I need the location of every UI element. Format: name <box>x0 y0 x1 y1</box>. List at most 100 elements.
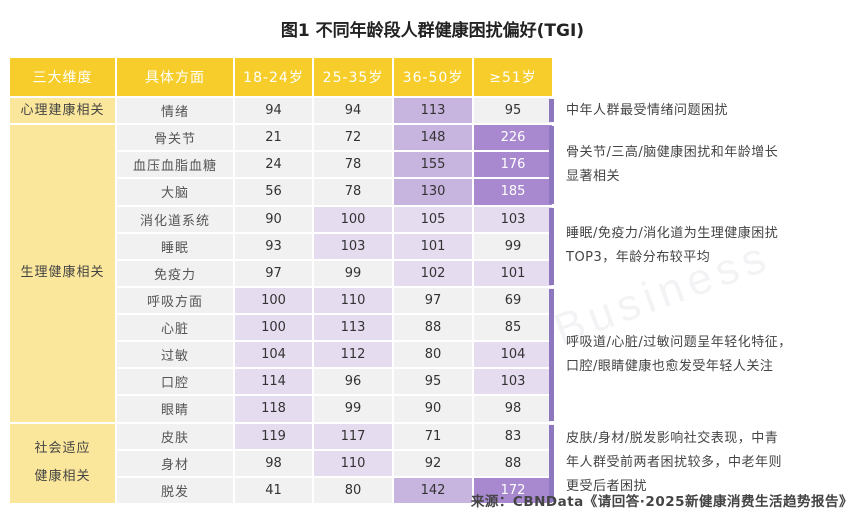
tgi-value-cell: 99 <box>474 233 552 259</box>
tgi-value-cell: 148 <box>394 125 472 151</box>
item-cell: 呼吸方面 <box>117 287 233 313</box>
tgi-value-cell: 99 <box>314 260 392 286</box>
tgi-value-cell: 105 <box>394 206 472 232</box>
tgi-value-cell: 97 <box>235 260 312 286</box>
tgi-value-cell: 117 <box>314 423 392 449</box>
tgi-value-cell: 103 <box>474 369 552 395</box>
tgi-value-cell: 112 <box>314 342 392 368</box>
tgi-value-cell: 85 <box>474 315 552 341</box>
tgi-value-cell: 24 <box>235 152 312 178</box>
tgi-value-cell: 100 <box>235 287 312 313</box>
tgi-value-cell: 110 <box>314 450 392 476</box>
tgi-value-cell: 56 <box>235 179 312 205</box>
tgi-value-cell: 80 <box>314 477 392 503</box>
tgi-value-cell: 114 <box>235 369 312 395</box>
tgi-value-cell: 94 <box>314 98 392 124</box>
header-cell: 36-50岁 <box>394 58 472 96</box>
item-cell: 血压血脂血糖 <box>117 152 233 178</box>
annotation-line: 呼吸道/心脏/过敏问题呈年轻化特征， <box>566 334 792 350</box>
tgi-value-cell: 41 <box>235 477 312 503</box>
item-cell: 情绪 <box>117 98 233 124</box>
tgi-value-cell: 100 <box>235 315 312 341</box>
tgi-value-cell: 71 <box>394 423 472 449</box>
item-cell: 骨关节 <box>117 125 233 151</box>
category-cell: 社会适应 健康相关 <box>10 423 115 503</box>
tgi-value-cell: 88 <box>394 315 472 341</box>
item-cell: 睡眠 <box>117 233 233 259</box>
tgi-value-cell: 103 <box>314 233 392 259</box>
tgi-value-cell: 90 <box>394 396 472 422</box>
tgi-value-cell: 101 <box>474 260 552 286</box>
chart-title: 图1 不同年龄段人群健康困扰偏好(TGI) <box>280 21 585 41</box>
annotation-line: TOP3，年龄分布较平均 <box>566 250 711 266</box>
header-cell: 三大维度 <box>10 58 115 96</box>
annotation-line: 骨关节/三高/脑健康困扰和年龄增长 <box>566 144 779 160</box>
tgi-value-cell: 104 <box>474 342 552 368</box>
tgi-value-cell: 69 <box>474 287 552 313</box>
annotation-text: 中年人群最受情绪问题困扰 <box>566 99 826 123</box>
tgi-value-cell: 92 <box>394 450 472 476</box>
item-cell: 免疫力 <box>117 260 233 286</box>
item-cell: 脱发 <box>117 477 233 503</box>
tgi-value-cell: 72 <box>314 125 392 151</box>
header-cell: 25-35岁 <box>314 58 392 96</box>
tgi-value-cell: 113 <box>394 98 472 124</box>
tgi-value-cell: 226 <box>474 125 552 151</box>
category-label-line: 社会适应 <box>34 441 91 457</box>
tgi-value-cell: 95 <box>474 98 552 124</box>
tgi-value-cell: 21 <box>235 125 312 151</box>
item-cell: 皮肤 <box>117 423 233 449</box>
annotation-line: 睡眠/免疫力/消化道为生理健康困扰 <box>566 226 779 242</box>
tgi-value-cell: 142 <box>394 477 472 503</box>
tgi-value-cell: 155 <box>394 152 472 178</box>
tgi-value-cell: 102 <box>394 260 472 286</box>
annotation-text: 骨关节/三高/脑健康困扰和年龄增长 显著相关 <box>566 141 826 189</box>
tgi-value-cell: 110 <box>314 287 392 313</box>
tgi-value-cell: 96 <box>314 369 392 395</box>
annotation-line: 中年人群最受情绪问题困扰 <box>566 102 729 118</box>
item-cell: 消化道系统 <box>117 206 233 232</box>
annotation-line: 年人群受前两者困扰较多，中老年则 <box>566 455 783 471</box>
tgi-value-cell: 78 <box>314 179 392 205</box>
tgi-value-cell: 185 <box>474 179 552 205</box>
tgi-value-cell: 118 <box>235 396 312 422</box>
tgi-value-cell: 176 <box>474 152 552 178</box>
header-cell: 具体方面 <box>117 58 233 96</box>
tgi-value-cell: 95 <box>394 369 472 395</box>
tgi-value-cell: 83 <box>474 423 552 449</box>
tgi-value-cell: 99 <box>314 396 392 422</box>
tgi-value-cell: 119 <box>235 423 312 449</box>
tgi-value-cell: 88 <box>474 450 552 476</box>
annotation-text: 睡眠/免疫力/消化道为生理健康困扰 TOP3，年龄分布较平均 <box>566 222 826 270</box>
source-note: 来源：CBNData《请回答·2025新健康消费生活趋势报告》 <box>470 494 853 510</box>
item-cell: 口腔 <box>117 369 233 395</box>
tgi-value-cell: 80 <box>394 342 472 368</box>
tgi-value-cell: 113 <box>314 315 392 341</box>
annotation-line: 口腔/眼睛健康也愈发受年轻人关注 <box>566 358 774 374</box>
item-cell: 过敏 <box>117 342 233 368</box>
tgi-value-cell: 101 <box>394 233 472 259</box>
annotation-line: 皮肤/身材/脱发影响社交表现，中青 <box>566 431 779 447</box>
tgi-value-cell: 98 <box>235 450 312 476</box>
category-cell: 生理健康相关 <box>10 125 115 422</box>
annotation-line: 显著相关 <box>566 168 621 184</box>
item-cell: 身材 <box>117 450 233 476</box>
tgi-value-cell: 93 <box>235 233 312 259</box>
tgi-value-cell: 90 <box>235 206 312 232</box>
item-cell: 心脏 <box>117 315 233 341</box>
tgi-value-cell: 78 <box>314 152 392 178</box>
tgi-value-cell: 100 <box>314 206 392 232</box>
tgi-value-cell: 130 <box>394 179 472 205</box>
header-cell: 18-24岁 <box>235 58 312 96</box>
annotation-text: 皮肤/身材/脱发影响社交表现，中青 年人群受前两者困扰较多，中老年则 更受后者困扰 <box>566 427 826 499</box>
tgi-value-cell: 172 <box>474 477 552 503</box>
tgi-value-cell: 104 <box>235 342 312 368</box>
tgi-value-cell: 94 <box>235 98 312 124</box>
tgi-value-cell: 98 <box>474 396 552 422</box>
tgi-value-cell: 97 <box>394 287 472 313</box>
category-cell: 心理建康相关 <box>10 98 115 124</box>
item-cell: 大脑 <box>117 179 233 205</box>
annotation-text: 呼吸道/心脏/过敏问题呈年轻化特征， 口腔/眼睛健康也愈发受年轻人关注 <box>566 331 826 379</box>
tgi-table: 三大维度 具体方面 18-24岁 25-35岁 36-50岁 ≥51岁 心理建康相关 生理健康… <box>10 58 552 503</box>
tgi-value-cell: 103 <box>474 206 552 232</box>
